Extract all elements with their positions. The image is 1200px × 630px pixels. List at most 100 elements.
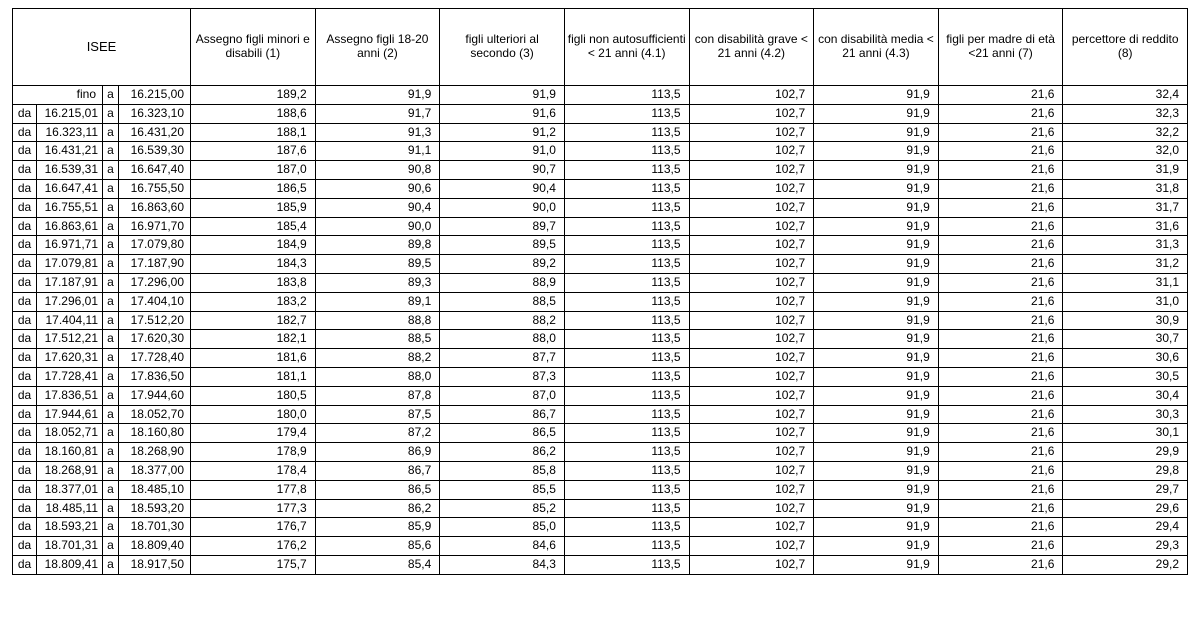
cell-isee-high: 16.323,10 xyxy=(119,104,191,123)
cell-value: 102,7 xyxy=(689,123,814,142)
cell-value: 187,0 xyxy=(191,161,316,180)
cell-value: 113,5 xyxy=(564,367,689,386)
cell-value: 31,8 xyxy=(1063,179,1188,198)
cell-value: 102,7 xyxy=(689,273,814,292)
table-row: finoa16.215,00189,291,991,9113,5102,791,… xyxy=(13,86,1188,105)
cell-value: 175,7 xyxy=(191,555,316,574)
cell-a: a xyxy=(103,537,119,556)
cell-value: 91,9 xyxy=(814,555,939,574)
cell-da: da xyxy=(13,424,37,443)
cell-a: a xyxy=(103,367,119,386)
cell-value: 87,5 xyxy=(315,405,440,424)
cell-value: 113,5 xyxy=(564,499,689,518)
cell-value: 21,6 xyxy=(938,292,1063,311)
cell-a: a xyxy=(103,480,119,499)
cell-value: 85,0 xyxy=(440,518,565,537)
cell-value: 29,3 xyxy=(1063,537,1188,556)
cell-value: 31,9 xyxy=(1063,161,1188,180)
cell-isee-low: 18.160,81 xyxy=(37,443,103,462)
cell-value: 30,9 xyxy=(1063,311,1188,330)
cell-value: 90,4 xyxy=(315,198,440,217)
cell-da: da xyxy=(13,518,37,537)
cell-da: da xyxy=(13,273,37,292)
cell-isee-low: 17.836,51 xyxy=(37,386,103,405)
cell-da: da xyxy=(13,480,37,499)
cell-value: 21,6 xyxy=(938,273,1063,292)
cell-value: 21,6 xyxy=(938,480,1063,499)
table-row: da18.052,71a18.160,80179,487,286,5113,51… xyxy=(13,424,1188,443)
cell-value: 21,6 xyxy=(938,311,1063,330)
cell-value: 89,2 xyxy=(440,255,565,274)
cell-value: 113,5 xyxy=(564,443,689,462)
cell-value: 30,1 xyxy=(1063,424,1188,443)
cell-value: 91,9 xyxy=(440,86,565,105)
cell-value: 21,6 xyxy=(938,461,1063,480)
table-row: da18.268,91a18.377,00178,486,785,8113,51… xyxy=(13,461,1188,480)
cell-da: da xyxy=(13,292,37,311)
cell-isee-low: 18.485,11 xyxy=(37,499,103,518)
cell-value: 113,5 xyxy=(564,273,689,292)
cell-value: 85,6 xyxy=(315,537,440,556)
cell-a: a xyxy=(103,86,119,105)
cell-isee-high: 16.431,20 xyxy=(119,123,191,142)
cell-value: 91,3 xyxy=(315,123,440,142)
cell-a: a xyxy=(103,292,119,311)
cell-isee-low: 17.728,41 xyxy=(37,367,103,386)
cell-isee-low: 18.268,91 xyxy=(37,461,103,480)
cell-value: 21,6 xyxy=(938,104,1063,123)
cell-da: da xyxy=(13,330,37,349)
cell-value: 189,2 xyxy=(191,86,316,105)
table-row: da18.485,11a18.593,20177,386,285,2113,51… xyxy=(13,499,1188,518)
cell-a: a xyxy=(103,255,119,274)
cell-value: 102,7 xyxy=(689,461,814,480)
isee-allowance-table: ISEE Assegno figli minori e disabili (1)… xyxy=(12,8,1188,575)
cell-value: 181,6 xyxy=(191,349,316,368)
cell-value: 30,7 xyxy=(1063,330,1188,349)
cell-value: 113,5 xyxy=(564,386,689,405)
cell-value: 85,8 xyxy=(440,461,565,480)
cell-value: 91,9 xyxy=(814,443,939,462)
cell-value: 91,9 xyxy=(814,311,939,330)
cell-value: 113,5 xyxy=(564,330,689,349)
cell-value: 21,6 xyxy=(938,217,1063,236)
cell-isee-high: 17.620,30 xyxy=(119,330,191,349)
cell-value: 86,7 xyxy=(315,461,440,480)
header-col-1: Assegno figli minori e disabili (1) xyxy=(191,9,316,86)
cell-value: 188,1 xyxy=(191,123,316,142)
cell-value: 113,5 xyxy=(564,349,689,368)
table-row: da17.728,41a17.836,50181,188,087,3113,51… xyxy=(13,367,1188,386)
cell-value: 32,4 xyxy=(1063,86,1188,105)
cell-isee-high: 18.917,50 xyxy=(119,555,191,574)
cell-value: 91,9 xyxy=(814,161,939,180)
cell-value: 21,6 xyxy=(938,86,1063,105)
cell-isee-high: 16.647,40 xyxy=(119,161,191,180)
cell-value: 32,3 xyxy=(1063,104,1188,123)
cell-isee-high: 17.944,60 xyxy=(119,386,191,405)
cell-da: da xyxy=(13,198,37,217)
cell-value: 91,9 xyxy=(814,255,939,274)
cell-a: a xyxy=(103,273,119,292)
cell-da: da xyxy=(13,386,37,405)
cell-da: da xyxy=(13,499,37,518)
cell-value: 102,7 xyxy=(689,142,814,161)
cell-da: da xyxy=(13,367,37,386)
cell-value: 102,7 xyxy=(689,311,814,330)
cell-value: 21,6 xyxy=(938,499,1063,518)
cell-value: 102,7 xyxy=(689,443,814,462)
cell-isee-high: 16.539,30 xyxy=(119,142,191,161)
cell-value: 180,5 xyxy=(191,386,316,405)
table-row: da17.187,91a17.296,00183,889,388,9113,51… xyxy=(13,273,1188,292)
cell-value: 87,0 xyxy=(440,386,565,405)
table-row: da17.836,51a17.944,60180,587,887,0113,51… xyxy=(13,386,1188,405)
cell-value: 180,0 xyxy=(191,405,316,424)
cell-value: 85,4 xyxy=(315,555,440,574)
cell-value: 91,9 xyxy=(814,86,939,105)
cell-isee-low: 17.944,61 xyxy=(37,405,103,424)
cell-value: 188,6 xyxy=(191,104,316,123)
cell-value: 91,9 xyxy=(814,537,939,556)
cell-value: 21,6 xyxy=(938,386,1063,405)
cell-isee-low: 16.431,21 xyxy=(37,142,103,161)
cell-value: 87,8 xyxy=(315,386,440,405)
cell-value: 113,5 xyxy=(564,537,689,556)
cell-value: 102,7 xyxy=(689,86,814,105)
